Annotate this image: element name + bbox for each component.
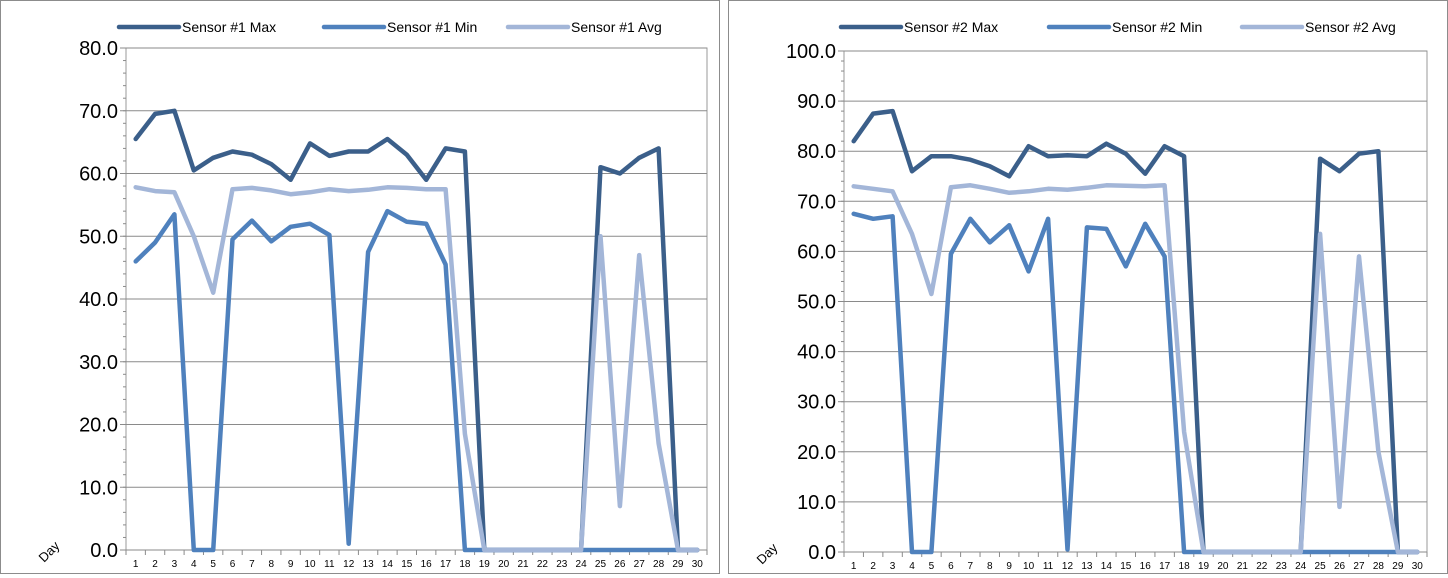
x-tick-label: 25 <box>595 559 607 570</box>
y-tick-label: 0.0 <box>90 540 118 562</box>
y-tick-label: 10.0 <box>797 492 836 514</box>
legend-label: Sensor #1 Max <box>182 19 276 35</box>
x-axis-title: Day <box>36 538 63 565</box>
x-tick-label: 18 <box>459 559 471 570</box>
x-tick-label: 26 <box>1334 561 1346 572</box>
x-tick-label: 8 <box>987 561 993 572</box>
x-tick-label: 14 <box>1101 561 1113 572</box>
x-tick-label: 9 <box>288 559 294 570</box>
legend-label: Sensor #1 Min <box>387 19 477 35</box>
y-tick-label: 30.0 <box>79 352 118 374</box>
x-tick-label: 24 <box>576 559 588 570</box>
y-tick-label: 90.0 <box>797 91 836 113</box>
x-tick-label: 10 <box>1023 561 1035 572</box>
y-tick-label: 80.0 <box>79 38 118 60</box>
x-tick-label: 20 <box>1217 561 1229 572</box>
x-tick-label: 1 <box>133 559 139 570</box>
y-tick-label: 20.0 <box>79 415 118 437</box>
sensor-2-chart: 0.0 10.0 20.0 30.0 40.0 50.0 60.0 70.0 80.0 90.0 1… <box>728 0 1448 574</box>
x-tick-label: 15 <box>401 559 413 570</box>
x-tick-label: 5 <box>210 559 216 570</box>
x-tick-label: 13 <box>1081 561 1093 572</box>
x-tick-label: 27 <box>1353 561 1365 572</box>
x-tick-label: 21 <box>517 559 529 570</box>
x-tick-label: 19 <box>1198 561 1210 572</box>
x-tick-label: 6 <box>948 561 954 572</box>
y-tick-label: 20.0 <box>797 442 836 464</box>
x-tick-label: 16 <box>1140 561 1152 572</box>
y-tick-label: 0.0 <box>808 542 836 564</box>
y-tick-label: 70.0 <box>79 101 118 123</box>
y-tick-label: 40.0 <box>79 289 118 311</box>
y-tick-label: 80.0 <box>797 141 836 163</box>
x-tick-label: 30 <box>692 559 704 570</box>
y-tick-label: 100.0 <box>786 41 836 63</box>
y-tick-label: 50.0 <box>79 226 118 248</box>
x-tick-label: 10 <box>304 559 316 570</box>
x-tick-label: 4 <box>909 561 915 572</box>
x-tick-label: 21 <box>1237 561 1249 572</box>
x-tick-label: 1 <box>851 561 857 572</box>
series-line-sensor-2-avg <box>851 183 1420 555</box>
x-tick-label: 16 <box>421 559 433 570</box>
y-tick-label: 70.0 <box>797 191 836 213</box>
series-line-sensor-1-max <box>133 108 700 553</box>
x-tick-label: 3 <box>890 561 896 572</box>
x-tick-label: 26 <box>614 559 626 570</box>
y-tick-label: 10.0 <box>79 477 118 499</box>
x-tick-label: 7 <box>968 561 974 572</box>
legend-label: Sensor #2 Min <box>1112 19 1202 35</box>
x-tick-label: 4 <box>191 559 197 570</box>
series-line-sensor-1-avg <box>133 185 700 553</box>
x-tick-label: 8 <box>268 559 274 570</box>
x-tick-label: 6 <box>230 559 236 570</box>
x-axis-title: Day <box>754 540 781 567</box>
sensor-1-chart: 0.0 10.0 20.0 30.0 40.0 50.0 60.0 70.0 80.0 1 2 3 4 5… <box>0 0 720 574</box>
x-tick-label: 30 <box>1412 561 1424 572</box>
series-line-sensor-2-max <box>851 108 1420 555</box>
x-tick-label: 29 <box>672 559 684 570</box>
x-tick-label: 2 <box>152 559 158 570</box>
x-tick-label: 17 <box>440 559 452 570</box>
legend-label: Sensor #1 Avg <box>571 19 662 35</box>
x-tick-label: 22 <box>1256 561 1268 572</box>
legend-label: Sensor #2 Max <box>904 19 998 35</box>
x-tick-label: 11 <box>1043 561 1054 572</box>
x-tick-label: 23 <box>556 559 568 570</box>
series-line-sensor-1-min <box>133 208 700 553</box>
x-tick-label: 15 <box>1120 561 1132 572</box>
y-tick-label: 60.0 <box>797 241 836 263</box>
x-tick-label: 3 <box>172 559 178 570</box>
x-tick-label: 25 <box>1315 561 1327 572</box>
x-tick-label: 9 <box>1006 561 1012 572</box>
legend-label: Sensor #2 Avg <box>1305 19 1396 35</box>
x-tick-label: 5 <box>929 561 935 572</box>
y-tick-label: 60.0 <box>79 164 118 186</box>
x-tick-label: 23 <box>1276 561 1288 572</box>
x-tick-label: 13 <box>363 559 375 570</box>
x-tick-label: 28 <box>1373 561 1385 572</box>
sensor-2-chart-canvas: 0.0 10.0 20.0 30.0 40.0 50.0 60.0 70.0 80.0 90.0 1… <box>754 19 1428 572</box>
x-tick-label: 19 <box>479 559 491 570</box>
y-tick-label: 50.0 <box>797 292 836 314</box>
sensor-1-chart-canvas: 0.010.020.030.040.050.060.070.080.01 2 3 4 5… <box>36 19 708 570</box>
x-tick-label: 22 <box>537 559 549 570</box>
x-tick-label: 24 <box>1295 561 1307 572</box>
x-tick-label: 28 <box>653 559 665 570</box>
x-tick-label: 12 <box>343 559 355 570</box>
x-tick-label: 20 <box>498 559 510 570</box>
x-tick-label: 11 <box>324 559 335 570</box>
x-tick-label: 18 <box>1179 561 1191 572</box>
x-tick-label: 2 <box>870 561 876 572</box>
x-tick-label: 14 <box>382 559 394 570</box>
x-tick-label: 17 <box>1159 561 1171 572</box>
x-tick-label: 12 <box>1062 561 1074 572</box>
y-tick-label: 30.0 <box>797 392 836 414</box>
x-tick-label: 29 <box>1392 561 1404 572</box>
x-tick-label: 7 <box>249 559 255 570</box>
y-tick-label: 40.0 <box>797 342 836 364</box>
series-line-sensor-2-min <box>851 211 1420 555</box>
x-tick-label: 27 <box>634 559 646 570</box>
